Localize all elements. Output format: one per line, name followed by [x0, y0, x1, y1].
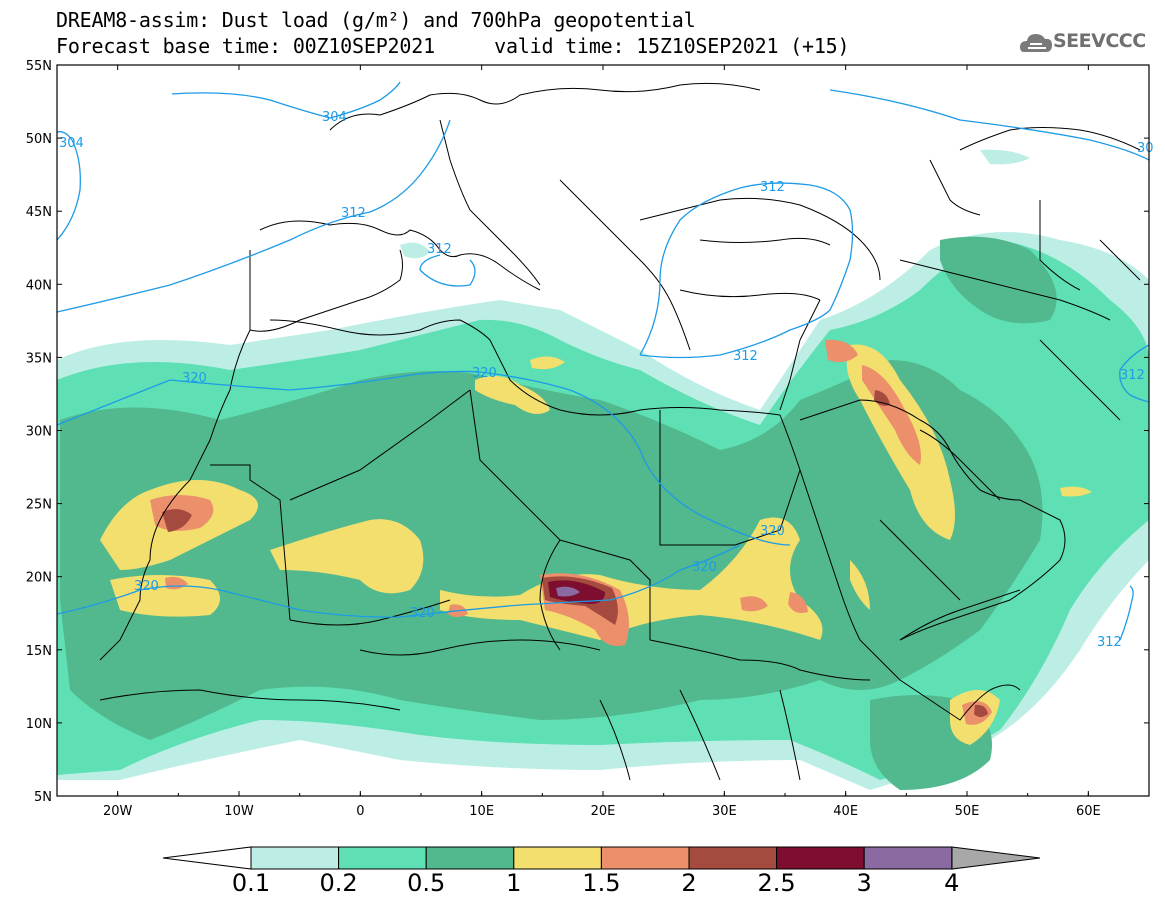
colorbar-swatch — [688, 846, 778, 870]
contour-label: 312 — [427, 242, 452, 257]
longitude-labels: 20W 10W 0 10E 20E 30E 40E 50E 60E — [103, 804, 1101, 819]
dust-level-2 — [162, 509, 192, 532]
lat-tick-label: 20N — [26, 571, 52, 586]
colorbar-swatch — [776, 846, 865, 870]
lat-tick-label: 30N — [26, 425, 52, 440]
contour-label: 320 — [760, 524, 785, 539]
colorbar-swatch — [425, 846, 515, 870]
lat-tick-label: 10N — [26, 717, 52, 732]
contour-label: 304 — [322, 110, 347, 125]
contour-label: 312 — [1120, 368, 1145, 383]
colorbar-swatch — [338, 846, 427, 870]
contour-label: 304 — [59, 136, 84, 151]
coastlines-borders — [99, 82, 1141, 781]
colorbar-label: 0.5 — [407, 869, 446, 897]
lon-tick-label: 20E — [591, 804, 616, 819]
lat-tick-label: 35N — [26, 351, 52, 366]
colorbar-swatch — [863, 846, 953, 870]
contour-label: 312 — [1097, 635, 1122, 650]
colorbar-label: 1 — [506, 869, 522, 897]
lat-tick-label: 45N — [26, 205, 52, 220]
colorbar-label: 0.1 — [231, 869, 271, 897]
lon-tick-label: 60E — [1076, 804, 1101, 819]
colorbar-swatch — [513, 846, 602, 870]
colorbar-label: 4 — [944, 869, 960, 897]
colorbar-label: 3 — [856, 869, 872, 897]
contour-label: 312 — [733, 349, 758, 364]
contour-labels: 304 304 312 312 312 312 312 312 312 320 … — [59, 110, 1154, 650]
lat-tick-label: 50N — [26, 132, 52, 147]
colorbar — [162, 846, 1041, 870]
contour-label: 312 — [760, 180, 785, 195]
contour-label: 320 — [410, 606, 435, 621]
dust-level-0.5 — [60, 360, 1043, 740]
colorbar-label: 0.2 — [319, 869, 358, 897]
contour-label: 320 — [182, 371, 207, 386]
geopotential-contours — [57, 81, 1149, 641]
colorbar-swatch — [250, 846, 340, 870]
map-subtitle: Forecast base time: 00Z10SEP2021 valid t… — [56, 34, 850, 58]
colorbar-over-triangle — [951, 846, 1041, 870]
colorbar-label: 1.5 — [582, 869, 621, 897]
lat-tick-label: 15N — [26, 644, 52, 659]
colorbar-label: 2.5 — [757, 869, 796, 897]
lon-tick-label: 50E — [955, 804, 980, 819]
lon-tick-label: 20W — [103, 804, 133, 819]
contour-label: 320 — [472, 366, 497, 381]
lon-tick-label: 40E — [833, 804, 858, 819]
dust-level-3 — [556, 586, 580, 597]
contour-label: 320 — [692, 560, 717, 575]
contour-label: 30 — [1137, 141, 1154, 156]
map-title: DREAM8-assim: Dust load (g/m²) and 700hP… — [56, 8, 696, 32]
colorbar-under-triangle — [162, 846, 252, 870]
seevccc-cloud-logo-icon — [1020, 34, 1052, 52]
colorbar-swatch — [600, 846, 690, 870]
lat-tick-label: 25N — [26, 498, 52, 513]
dust-field — [57, 149, 1149, 790]
contour-label: 312 — [341, 206, 366, 221]
lon-tick-label: 10W — [224, 804, 254, 819]
colorbar-label: 2 — [681, 869, 697, 897]
lon-tick-label: 0 — [356, 804, 364, 819]
lon-tick-label: 10E — [469, 804, 494, 819]
lat-tick-label: 40N — [26, 278, 52, 293]
lon-tick-label: 30E — [712, 804, 737, 819]
logo-text: SEEVCCC — [1053, 30, 1146, 52]
lat-tick-label: 5N — [34, 790, 52, 805]
contour-label: 320 — [134, 579, 159, 594]
axis-ticks — [56, 64, 1150, 797]
lat-tick-label: 55N — [26, 59, 52, 74]
latitude-labels: 55N 50N 45N 40N 35N 30N 25N 20N 15N 10N 5N — [26, 59, 52, 805]
